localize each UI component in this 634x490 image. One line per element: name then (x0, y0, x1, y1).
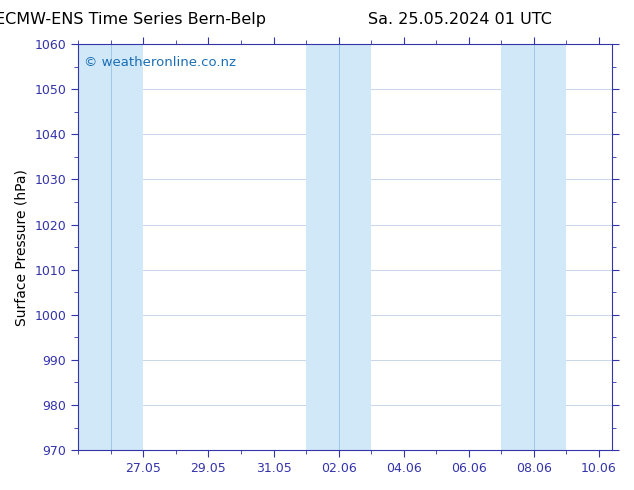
Bar (534, 44, 567, 450)
Bar (78, 44, 111, 450)
Text: ECMW-ENS Time Series Bern-Belp: ECMW-ENS Time Series Bern-Belp (0, 12, 266, 27)
Bar (306, 44, 339, 450)
Y-axis label: Surface Pressure (hPa): Surface Pressure (hPa) (15, 169, 29, 325)
Bar (339, 44, 371, 450)
Text: © weatheronline.co.nz: © weatheronline.co.nz (84, 56, 236, 69)
Bar (501, 44, 534, 450)
Text: Sa. 25.05.2024 01 UTC: Sa. 25.05.2024 01 UTC (368, 12, 552, 27)
Bar (111, 44, 143, 450)
